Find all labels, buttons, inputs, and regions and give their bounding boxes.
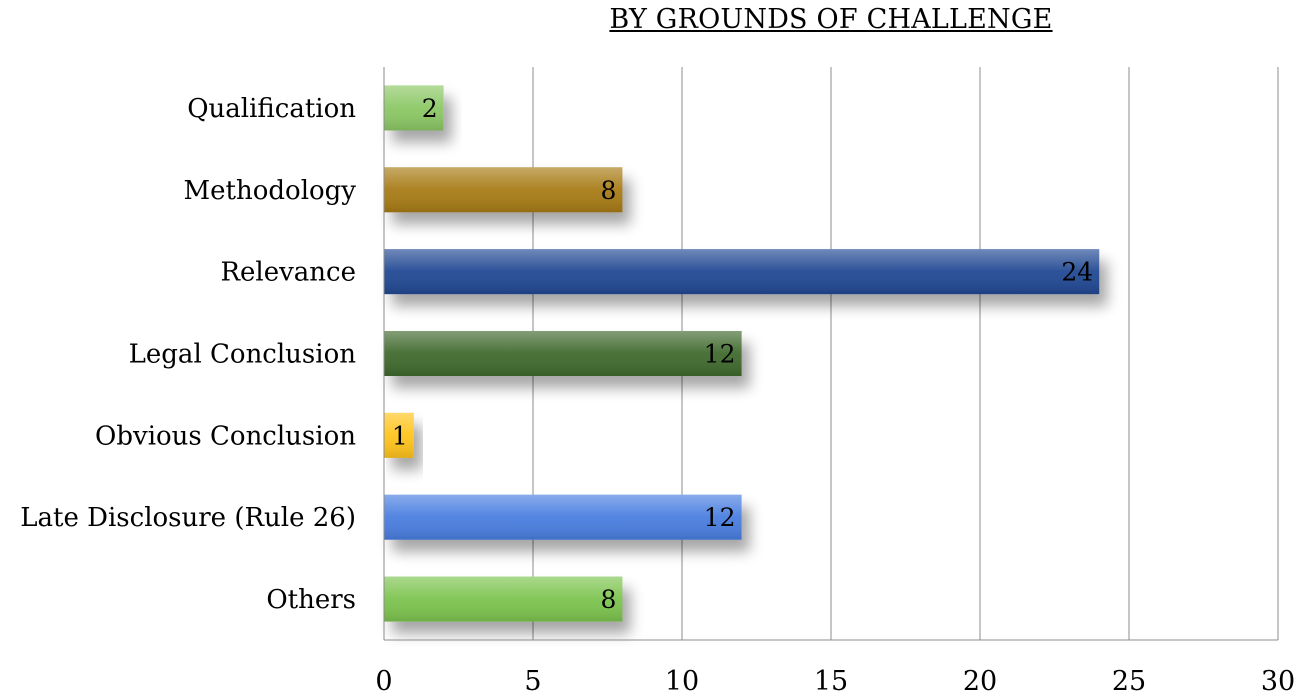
data-label-relevance: 24 xyxy=(1061,258,1093,287)
bar-gloss-legal-conclusion xyxy=(384,330,742,377)
x-tick-label-20: 20 xyxy=(963,666,997,697)
bar-gloss-late-disclosure-rule-26 xyxy=(384,494,742,540)
bars xyxy=(384,85,1100,622)
category-label-relevance: Relevance xyxy=(220,258,356,288)
axes xyxy=(383,67,1278,641)
x-tick-label-15: 15 xyxy=(814,666,848,697)
data-label-late-disclosure-rule-26: 12 xyxy=(704,503,736,532)
bar-group-legal-conclusion xyxy=(384,330,742,377)
bar-group-relevance xyxy=(384,249,1100,295)
category-label-legal-conclusion: Legal Conclusion xyxy=(129,340,357,370)
category-label-methodology: Methodology xyxy=(184,176,357,206)
x-tick-label-0: 0 xyxy=(375,666,392,697)
category-label-obvious-conclusion: Obvious Conclusion xyxy=(95,421,356,451)
data-label-legal-conclusion: 12 xyxy=(704,340,736,369)
bar-group-others xyxy=(384,576,623,622)
bar-gloss-obvious-conclusion xyxy=(384,412,414,458)
bar-gloss-qualification xyxy=(384,85,444,131)
bar-gloss-others xyxy=(384,576,623,622)
data-label-qualification: 2 xyxy=(422,94,438,123)
x-tick-label-5: 5 xyxy=(524,666,541,697)
category-label-qualification: Qualification xyxy=(187,94,356,124)
category-label-late-disclosure-rule-26: Late Disclosure (Rule 26) xyxy=(20,503,356,533)
x-tick-label-25: 25 xyxy=(1112,666,1146,697)
bar-group-late-disclosure-rule-26 xyxy=(384,494,742,540)
bar-group-obvious-conclusion xyxy=(384,412,414,458)
labels: 0 5 10 15 20 25 30 Qualification 2 Methodology 8 Re… xyxy=(20,94,1295,697)
x-tick-label-10: 10 xyxy=(665,666,699,697)
data-label-methodology: 8 xyxy=(600,176,616,205)
bar-group-methodology xyxy=(384,167,623,213)
data-label-obvious-conclusion: 1 xyxy=(392,421,408,450)
x-tick-label-30: 30 xyxy=(1261,666,1295,697)
bar-gloss-relevance xyxy=(384,249,1100,295)
category-label-others: Others xyxy=(266,585,356,615)
bar-group-qualification xyxy=(384,85,444,131)
data-label-others: 8 xyxy=(600,585,616,614)
chart-title: BY GROUNDS OF CHALLENGE xyxy=(609,4,1053,35)
bar-gloss-methodology xyxy=(384,167,623,213)
